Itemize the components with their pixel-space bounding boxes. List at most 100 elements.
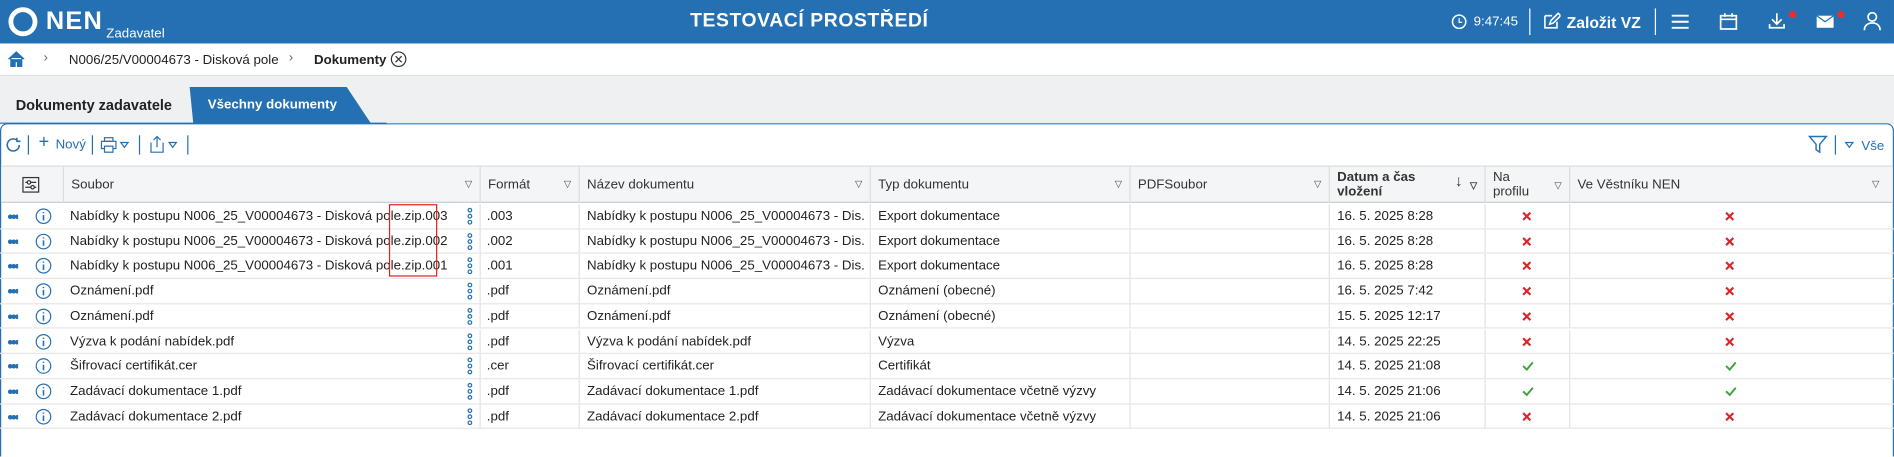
column-header[interactable]: Datum a čas vložení ▽ ↓ [1328,165,1485,203]
file-name[interactable]: Výzva k podání nabídek.pdf [70,333,235,349]
info-icon[interactable] [35,208,52,229]
column-settings-icon[interactable] [22,176,40,193]
menu-icon[interactable] [1671,13,1690,30]
file-menu[interactable] [466,257,473,279]
cell-border [1328,404,1330,428]
home-icon[interactable] [7,51,25,68]
info-icon[interactable] [35,408,52,429]
info-icon[interactable] [35,358,52,379]
info-icon[interactable] [35,233,52,254]
file-menu[interactable] [466,307,473,329]
file-name[interactable]: Oznámení.pdf [70,308,154,324]
cell-border [479,279,481,303]
download-icon[interactable] [1767,10,1798,32]
row-menu[interactable]: ••• [7,281,18,301]
row-menu[interactable]: ••• [7,231,18,251]
filter-all[interactable]: Vše [1861,138,1885,154]
row-menu[interactable]: ••• [7,406,18,426]
file-menu[interactable] [466,382,473,404]
table-row: ••• Nabídky k postupu N006_25_V00004673 -… [0,204,1894,230]
filter-icon[interactable] [1808,135,1828,154]
document-type: Oznámení (obecné) [878,308,996,324]
date-inserted: 16. 5. 2025 8:28 [1337,258,1434,274]
cell-border [479,204,481,228]
date-inserted: 14. 5. 2025 21:08 [1337,358,1441,374]
separator [1654,8,1657,36]
cell-border [1484,254,1486,278]
document-type: Zadávací dokumentace včetně výzvy [878,383,1097,399]
cell-border [578,204,580,228]
column-title: Na profilu [1492,169,1530,199]
file-name[interactable]: Zadávací dokumentace 2.pdf [70,408,242,424]
cell-border [1328,204,1330,228]
export-button[interactable] [149,135,180,153]
mail-icon[interactable] [1815,10,1846,32]
column-header[interactable]: Formát ▽ [479,165,579,203]
column-header[interactable]: Název dokumentu ▽ [578,165,870,203]
cell-border [869,279,871,303]
file-menu[interactable] [466,357,473,379]
file-menu[interactable] [466,207,473,229]
breadcrumb-link[interactable]: N006/25/V00004673 - Disková pole [68,53,279,68]
column-header[interactable]: Ve Věstníku NEN ▽ [1569,165,1887,203]
column-header[interactable]: PDFSoubor ▽ [1129,165,1328,203]
file-menu[interactable] [466,332,473,354]
file-name[interactable]: Nabídky k postupu N006_25_V00004673 - Di… [70,208,448,224]
row-menu[interactable]: ••• [7,306,18,326]
tab[interactable]: Všechny dokumenty [207,97,337,113]
info-icon[interactable] [35,333,52,354]
file-name[interactable]: Zadávací dokumentace 1.pdf [70,383,242,399]
cell-border [1569,204,1571,228]
separator [187,135,189,155]
tab-active[interactable]: Dokumenty zadavatele [15,96,172,114]
print-button[interactable] [100,136,131,153]
row-menu[interactable]: ••• [7,381,18,401]
column-header[interactable]: Typ dokumentu ▽ [869,165,1130,203]
row-menu[interactable]: ••• [7,331,18,351]
cell-border [1129,304,1131,328]
separator [1834,135,1837,155]
new-button[interactable]: Nový [55,137,86,153]
create-button[interactable]: Založit VZ [1566,13,1641,32]
column-header[interactable]: Na profilu ▽ [1484,165,1570,203]
in-bulletin [1725,260,1735,274]
calendar-icon[interactable] [1719,12,1738,31]
table-header [1,165,1893,203]
format: .pdf [486,383,509,399]
toolbar: + Nový Vše [0,132,1894,161]
row-menu[interactable]: ••• [7,356,18,376]
row-menu[interactable]: ••• [7,206,18,226]
cell-border [479,404,481,428]
info-icon[interactable] [35,383,52,404]
info-icon[interactable] [35,258,52,279]
table-row: ••• Nabídky k postupu N006_25_V00004673 -… [0,229,1894,255]
file-menu[interactable] [466,282,473,304]
refresh-icon[interactable] [5,136,22,153]
file-name[interactable]: Šifrovací certifikát.cer [70,358,198,374]
info-icon[interactable] [35,308,52,329]
cell-border [1484,279,1486,303]
info-icon[interactable] [35,283,52,304]
cell-border [1484,354,1486,378]
row-menu[interactable]: ••• [7,256,18,276]
close-icon[interactable] [390,51,407,68]
file-menu[interactable] [466,232,473,254]
cell-border [1129,204,1131,228]
user-icon[interactable] [1863,11,1882,32]
document-type: Export dokumentace [878,208,1001,224]
document-type: Certifikát [878,358,931,374]
cell-border [479,354,481,378]
column-header[interactable]: Soubor ▽ [62,165,480,203]
document-name: Výzva k podání nabídek.pdf [587,333,752,349]
in-bulletin [1725,285,1735,299]
file-name[interactable]: Nabídky k postupu N006_25_V00004673 - Di… [70,233,448,249]
cell-border [479,229,481,253]
file-name[interactable]: Nabídky k postupu N006_25_V00004673 - Di… [70,258,448,274]
file-menu[interactable] [466,407,473,429]
document-type: Export dokumentace [878,233,1001,249]
sort-toggle: ▽ [1314,178,1322,190]
cell-border [1129,404,1131,428]
separator [91,135,94,155]
file-name[interactable]: Oznámení.pdf [70,283,154,299]
